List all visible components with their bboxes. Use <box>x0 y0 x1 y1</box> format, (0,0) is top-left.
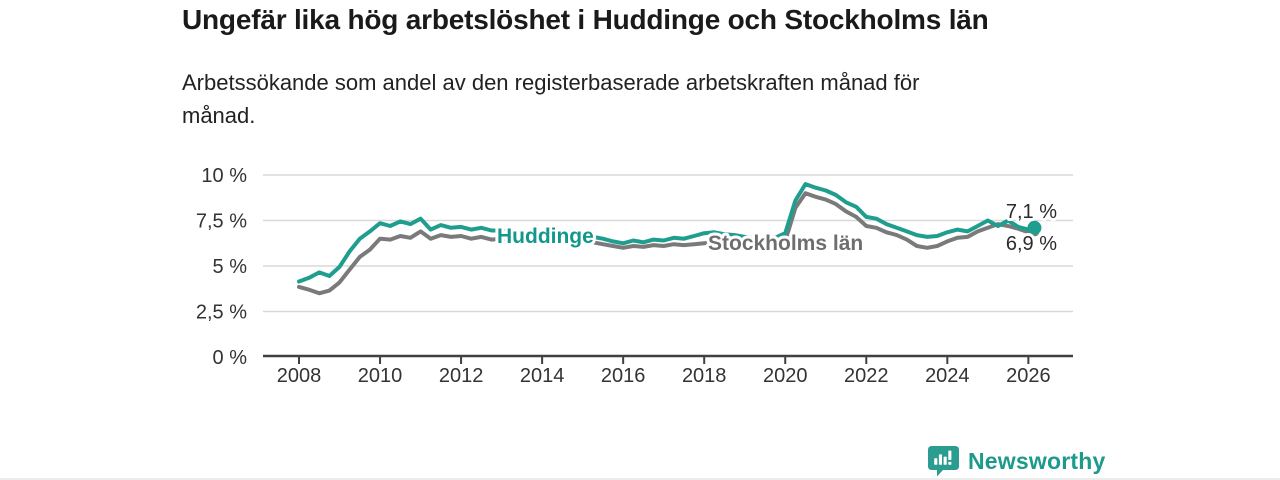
x-tick-label: 2024 <box>925 365 970 387</box>
series-end-dot-huddinge <box>1027 220 1042 235</box>
x-tick-label: 2010 <box>358 365 403 387</box>
chart-subtitle: Arbetssökande som andel av den registerb… <box>182 70 920 128</box>
x-tick-label: 2020 <box>763 365 808 387</box>
y-tick-label: 0 % <box>213 347 248 369</box>
series-label-huddinge: Huddinge <box>497 225 594 248</box>
end-value-label-huddinge: 7,1 % <box>1006 201 1057 223</box>
series-line-huddinge <box>297 182 1037 284</box>
chart-title: Ungefär lika hög arbetslöshet i Huddinge… <box>182 4 989 35</box>
x-tick-label: 2016 <box>601 365 646 387</box>
newsworthy-bar-chart-bubble-icon <box>928 446 959 477</box>
series-label-stockholms-l-n: Stockholms län <box>708 232 863 255</box>
y-tick-label: 7,5 % <box>196 211 247 233</box>
y-tick-label: 10 % <box>201 165 247 187</box>
x-tick-label: 2022 <box>844 365 889 387</box>
newsworthy-logo: Newsworthy <box>928 445 1105 477</box>
x-tick-label: 2008 <box>277 365 322 387</box>
series-line-stockholms-l-n <box>297 191 1037 296</box>
y-tick-label: 5 % <box>213 256 248 278</box>
x-tick-label: 2014 <box>520 365 565 387</box>
end-value-label-stockholms-l-n: 6,9 % <box>1006 233 1057 255</box>
brand-name: Newsworthy <box>968 447 1106 474</box>
x-tick-label: 2018 <box>682 365 727 387</box>
y-tick-label: 2,5 % <box>196 302 247 324</box>
x-tick-label: 2026 <box>1006 365 1051 387</box>
x-tick-label: 2012 <box>439 365 484 387</box>
